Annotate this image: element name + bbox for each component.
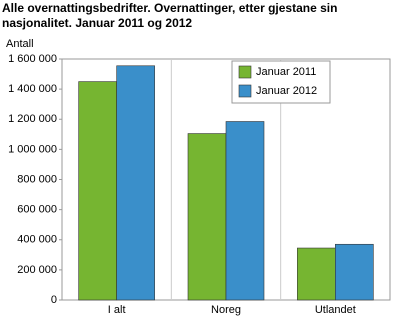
- y-tick-label: 800 000: [17, 173, 57, 185]
- x-tick-label: Utlandet: [315, 304, 356, 316]
- legend-label: Januar 2011: [256, 66, 316, 78]
- legend-swatch: [238, 84, 252, 98]
- y-tick-label: 1 400 000: [8, 83, 57, 95]
- bar: [187, 133, 227, 301]
- legend-swatch: [238, 65, 252, 79]
- bar: [116, 65, 155, 301]
- y-tick-label: 1 600 000: [8, 53, 57, 65]
- chart-title: Alle overnattingsbedrifter. Overnattinge…: [2, 1, 338, 30]
- y-axis-label: Antall: [6, 38, 34, 50]
- bar: [78, 81, 117, 301]
- y-tick-label: 600 000: [17, 204, 57, 216]
- bar: [297, 247, 336, 301]
- legend-label: Januar 2012: [256, 85, 317, 97]
- bar: [335, 243, 374, 301]
- bar: [225, 121, 265, 301]
- x-tick-label: Noreg: [211, 304, 241, 316]
- y-tick-label: 400 000: [17, 234, 57, 246]
- x-tick-label: I alt: [108, 304, 126, 316]
- y-tick-label: 0: [51, 294, 57, 306]
- y-tick-label: 1 000 000: [8, 143, 57, 155]
- y-tick-label: 200 000: [17, 264, 57, 276]
- y-tick-label: 1 200 000: [8, 113, 57, 125]
